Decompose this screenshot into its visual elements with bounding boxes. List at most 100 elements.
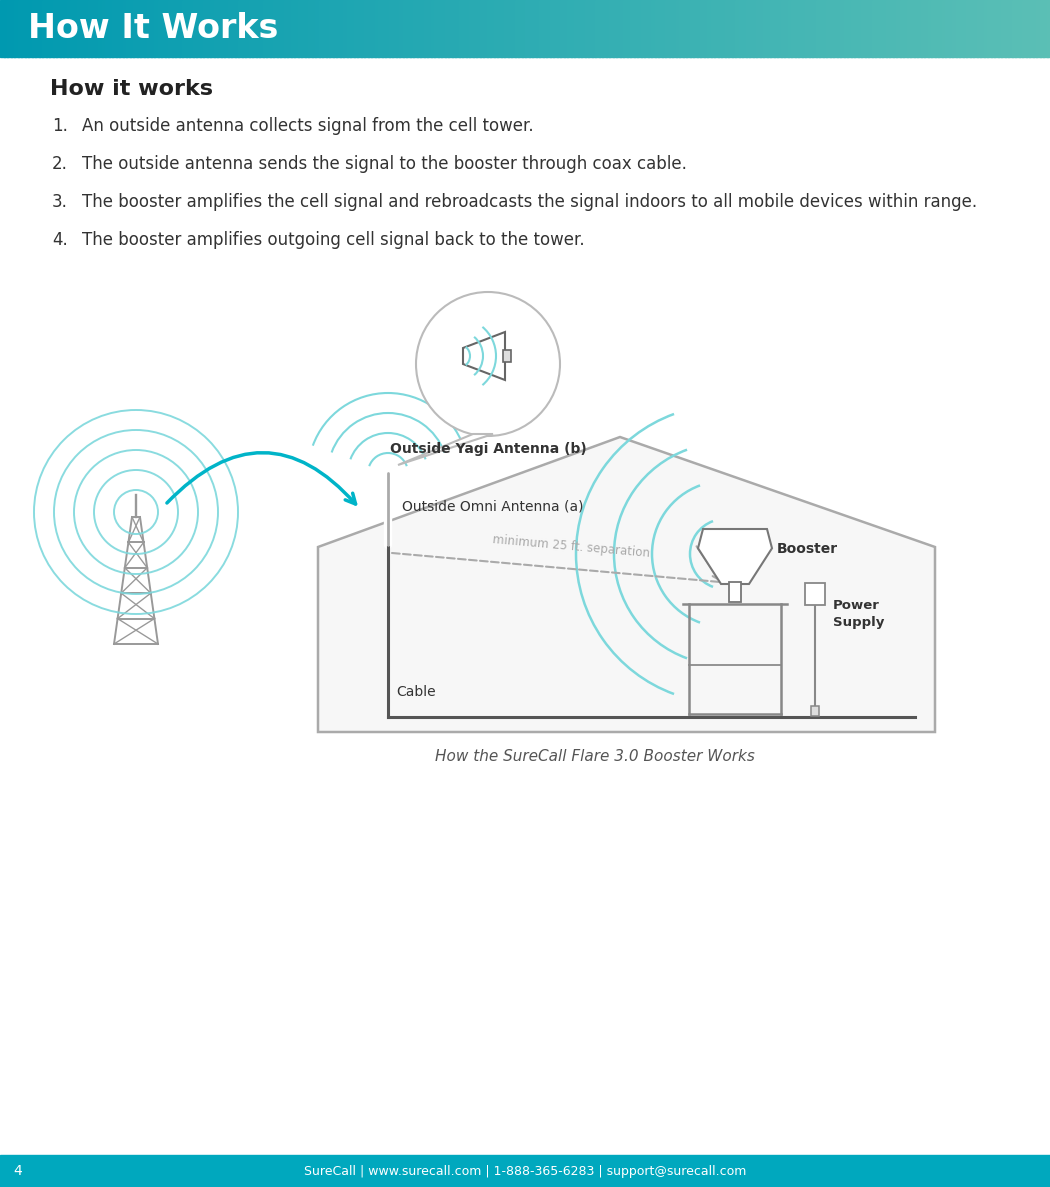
Bar xyxy=(196,0,201,57)
Text: Outside Yagi Antenna (b): Outside Yagi Antenna (b) xyxy=(390,442,586,456)
Bar xyxy=(665,0,670,57)
Bar xyxy=(931,0,936,57)
Text: An outside antenna collects signal from the cell tower.: An outside antenna collects signal from … xyxy=(82,118,533,135)
Bar xyxy=(161,0,166,57)
Bar xyxy=(889,0,894,57)
Bar xyxy=(70,0,75,57)
Bar xyxy=(811,706,819,716)
Bar xyxy=(735,0,739,57)
Bar xyxy=(24,0,29,57)
Circle shape xyxy=(416,292,560,436)
Bar xyxy=(654,0,659,57)
Text: How It Works: How It Works xyxy=(28,12,278,45)
Bar xyxy=(234,0,239,57)
Bar xyxy=(672,0,676,57)
Bar xyxy=(66,0,71,57)
Bar xyxy=(273,0,277,57)
Bar xyxy=(892,0,897,57)
Bar xyxy=(1008,0,1012,57)
Bar xyxy=(819,0,823,57)
Text: 4.: 4. xyxy=(52,231,68,249)
Bar xyxy=(360,0,365,57)
Bar xyxy=(28,0,33,57)
Bar xyxy=(242,0,246,57)
Text: Outside Omni Antenna (a): Outside Omni Antenna (a) xyxy=(402,500,584,514)
Bar xyxy=(98,0,103,57)
Bar xyxy=(126,0,130,57)
Bar xyxy=(696,0,701,57)
Bar xyxy=(822,0,827,57)
Bar xyxy=(224,0,229,57)
Bar xyxy=(3,0,8,57)
Bar xyxy=(864,0,869,57)
Bar xyxy=(963,0,967,57)
Bar xyxy=(1047,0,1050,57)
Bar xyxy=(284,0,288,57)
Bar xyxy=(497,0,502,57)
Bar xyxy=(266,0,271,57)
Bar xyxy=(546,0,550,57)
Bar xyxy=(116,0,120,57)
Bar xyxy=(350,0,355,57)
Bar xyxy=(532,0,537,57)
Bar xyxy=(868,0,873,57)
Bar xyxy=(830,0,834,57)
Bar xyxy=(872,0,876,57)
Bar xyxy=(119,0,124,57)
Bar xyxy=(60,0,64,57)
Bar xyxy=(948,0,953,57)
Bar xyxy=(539,0,544,57)
Bar xyxy=(522,0,526,57)
Bar xyxy=(165,0,169,57)
Bar xyxy=(158,0,162,57)
Bar xyxy=(472,0,477,57)
Bar xyxy=(896,0,901,57)
Bar xyxy=(609,0,613,57)
Bar xyxy=(45,0,50,57)
Text: 2.: 2. xyxy=(52,155,68,173)
Bar xyxy=(444,0,449,57)
Bar xyxy=(18,0,22,57)
Bar xyxy=(308,0,313,57)
Bar xyxy=(39,0,43,57)
Polygon shape xyxy=(463,332,505,380)
Bar xyxy=(938,0,943,57)
Bar xyxy=(633,0,638,57)
Bar xyxy=(0,0,4,57)
Bar xyxy=(262,0,267,57)
Bar xyxy=(339,0,344,57)
Bar xyxy=(375,0,379,57)
Bar xyxy=(987,0,991,57)
Bar xyxy=(854,0,859,57)
Bar xyxy=(507,0,512,57)
Bar xyxy=(35,0,40,57)
Bar xyxy=(63,0,67,57)
Bar xyxy=(990,0,995,57)
Bar xyxy=(994,0,999,57)
Bar xyxy=(315,0,319,57)
Bar xyxy=(1043,0,1048,57)
Bar xyxy=(682,0,687,57)
Bar xyxy=(780,0,785,57)
Bar xyxy=(10,0,15,57)
Bar xyxy=(616,0,621,57)
Bar xyxy=(729,582,741,602)
Bar xyxy=(469,0,474,57)
Bar xyxy=(259,0,264,57)
Bar xyxy=(924,0,928,57)
Bar xyxy=(410,0,414,57)
Bar xyxy=(91,0,96,57)
Bar xyxy=(207,0,211,57)
Bar xyxy=(591,0,596,57)
Bar xyxy=(336,0,340,57)
Bar xyxy=(858,0,862,57)
Bar xyxy=(364,0,369,57)
Bar xyxy=(759,0,764,57)
Bar xyxy=(123,0,127,57)
Bar xyxy=(399,0,403,57)
Polygon shape xyxy=(698,529,772,584)
Bar xyxy=(252,0,256,57)
Bar xyxy=(42,0,46,57)
Text: SureCall | www.surecall.com | 1-888-365-6283 | support@surecall.com: SureCall | www.surecall.com | 1-888-365-… xyxy=(303,1164,747,1178)
Bar xyxy=(843,0,848,57)
